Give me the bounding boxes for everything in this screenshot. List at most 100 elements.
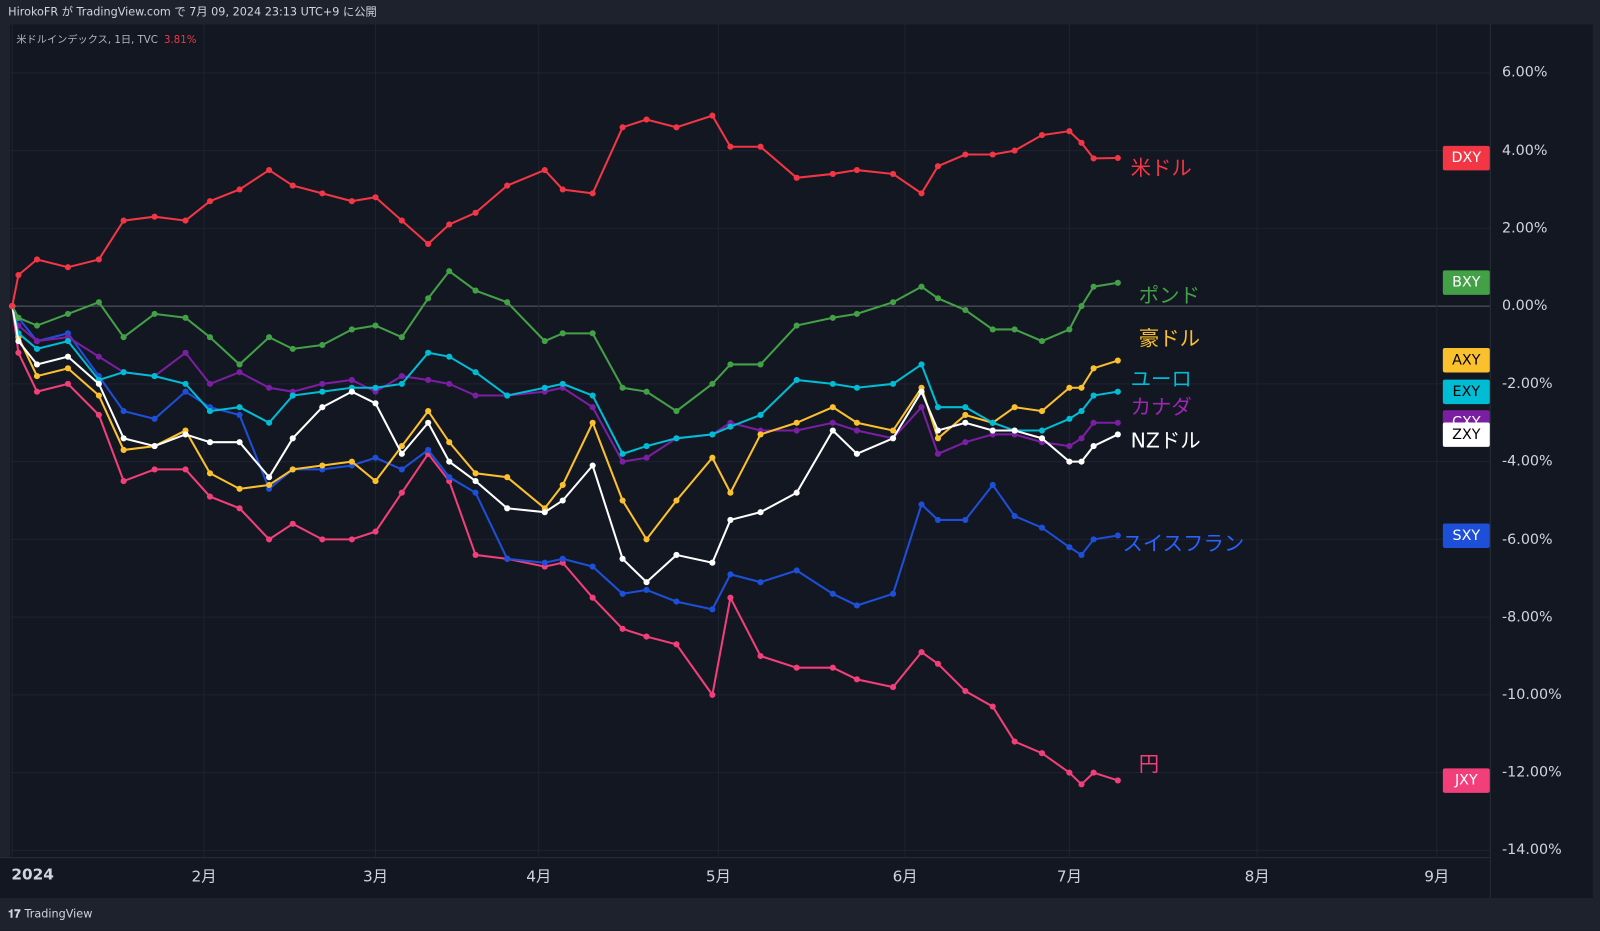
data-point-axy — [709, 454, 716, 461]
data-point-axy — [829, 404, 836, 411]
data-point-dxy — [182, 217, 189, 224]
data-point-axy — [289, 466, 296, 473]
data-point-cxy — [643, 454, 650, 461]
data-point-exy — [589, 392, 596, 399]
data-point-bxy — [504, 299, 511, 306]
data-point-dxy — [793, 174, 800, 181]
data-point-bxy — [962, 306, 969, 314]
data-point-exy — [504, 392, 511, 399]
data-point-sxy — [889, 590, 897, 597]
data-point-exy — [757, 411, 764, 419]
data-point-dxy — [425, 240, 432, 247]
data-point-axy — [266, 481, 273, 489]
price-axis[interactable] — [1489, 24, 1593, 898]
data-point-zxy — [727, 516, 734, 524]
data-point-zxy — [829, 427, 836, 434]
time-axis[interactable] — [0, 857, 1490, 899]
data-point-exy — [182, 380, 189, 387]
data-point-dxy — [619, 124, 626, 131]
data-point-zxy — [559, 497, 566, 504]
publish-info: HirokoFR が TradingView.com で 7月 09, 2024… — [0, 0, 1600, 25]
series-name-bxy: ポンド — [1138, 283, 1200, 308]
data-point-sxy — [372, 454, 379, 461]
data-point-cxy — [446, 380, 453, 387]
data-point-zxy — [95, 380, 102, 387]
data-point-axy — [757, 431, 764, 438]
data-point-bxy — [348, 326, 355, 333]
data-point-exy — [709, 431, 716, 438]
data-point-jxy — [673, 641, 680, 648]
data-point-cxy — [829, 419, 836, 426]
data-point-exy — [120, 369, 127, 376]
data-point-bxy — [1011, 326, 1018, 333]
data-point-zxy — [1011, 427, 1018, 434]
data-point-jxy — [1066, 769, 1073, 776]
data-point-zxy — [989, 427, 996, 434]
data-point-cxy — [319, 380, 326, 387]
data-point-sxy — [619, 590, 626, 597]
data-point-axy — [673, 497, 680, 504]
data-point-bxy — [319, 341, 326, 349]
data-point-bxy — [673, 408, 680, 415]
data-point-cxy — [33, 338, 41, 345]
data-point-sxy — [727, 571, 734, 578]
data-point-bxy — [934, 295, 942, 302]
y-tick-label: -2.00% — [1502, 375, 1553, 393]
data-point-jxy — [1078, 781, 1085, 788]
data-point-zxy — [120, 435, 127, 442]
data-point-sxy — [559, 555, 566, 562]
price-badge-sxy: SXY — [1442, 523, 1490, 548]
data-point-bxy — [889, 299, 897, 306]
data-point-axy — [120, 446, 127, 454]
y-tick-label: -6.00% — [1502, 531, 1553, 548]
data-point-exy — [1078, 408, 1085, 415]
data-point-dxy — [829, 170, 836, 177]
data-point-bxy — [643, 388, 650, 395]
data-point-bxy — [1090, 283, 1097, 290]
data-point-axy — [372, 478, 379, 485]
x-tick-label: 2月 — [191, 867, 217, 886]
data-point-jxy — [236, 505, 243, 512]
series-name-cxy: カナダ — [1130, 394, 1192, 419]
data-point-dxy — [319, 190, 326, 197]
data-point-exy — [829, 380, 836, 387]
data-point-exy — [64, 338, 72, 345]
data-point-zxy — [918, 388, 925, 395]
y-tick-label: -4.00% — [1502, 453, 1553, 470]
x-tick-label: 9月 — [1424, 867, 1450, 886]
data-point-bxy — [793, 322, 800, 329]
data-point-jxy — [15, 349, 22, 356]
data-point-dxy — [1011, 147, 1018, 154]
data-point-jxy — [829, 664, 836, 671]
price-badge-jxy: JXY — [1442, 768, 1490, 793]
data-point-exy — [372, 384, 379, 391]
data-point-sxy — [1114, 532, 1121, 539]
data-point-exy — [853, 384, 860, 391]
price-badge-zxy: ZXY — [1442, 422, 1490, 447]
data-point-cxy — [95, 353, 102, 360]
data-point-bxy — [446, 268, 453, 275]
data-point-cxy — [589, 404, 596, 411]
data-point-bxy — [829, 314, 836, 321]
data-point-jxy — [372, 528, 379, 535]
data-point-sxy — [1078, 551, 1085, 558]
y-tick-label: 2.00% — [1502, 220, 1548, 237]
data-point-cxy — [1078, 435, 1085, 442]
data-point-zxy — [757, 509, 764, 516]
data-point-exy — [541, 384, 548, 391]
data-point-sxy — [673, 598, 680, 605]
plot-area[interactable] — [10, 24, 1490, 858]
data-point-jxy — [1038, 750, 1046, 757]
series-name-sxy: スイスフラン — [1122, 531, 1245, 556]
data-point-sxy — [989, 481, 996, 489]
data-point-cxy — [236, 369, 243, 376]
data-point-exy — [319, 388, 326, 395]
data-point-sxy — [182, 388, 189, 395]
data-point-sxy — [1066, 544, 1073, 551]
data-point-exy — [727, 423, 734, 430]
data-point-axy — [889, 427, 897, 434]
data-point-dxy — [504, 182, 511, 189]
data-point-dxy — [33, 256, 41, 263]
data-point-bxy — [15, 314, 22, 321]
y-tick-label: 4.00% — [1502, 142, 1548, 159]
